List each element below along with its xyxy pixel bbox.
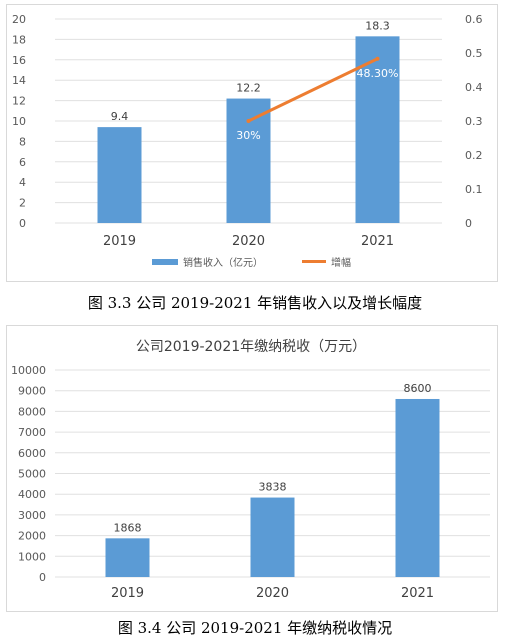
- legend-label-growth: 增幅: [331, 258, 351, 269]
- y-tick-label: 12: [12, 95, 26, 108]
- bar-data-label: 1868: [114, 521, 142, 534]
- y2-tick-label: 0: [465, 217, 472, 230]
- y-tick-label: 6: [19, 156, 26, 169]
- bar-data-label: 12.2: [236, 82, 261, 95]
- figure-3-3-caption: 图 3.3 公司 2019-2021 年销售收入以及增长幅度: [87, 294, 423, 312]
- bar-data-label: 9.4: [111, 110, 129, 123]
- y-tick-label: 10: [12, 115, 26, 128]
- y-tick-label: 0: [19, 217, 26, 230]
- x-tick-label: 2020: [256, 586, 289, 601]
- chart-1-sales-revenue: 0 2 4 6 8 10 12 14 16 18 20 0 0.1 0.2 0.3 0.4 0.5 0.6 9.4 1…: [12, 13, 483, 249]
- y-tick-label: 3000: [18, 509, 46, 522]
- y-tick-label: 5000: [18, 468, 46, 481]
- y-tick-label: 20: [12, 13, 26, 26]
- y2-tick-label: 0.5: [465, 47, 483, 60]
- chart-2-title: 公司2019-2021年缴纳税收（万元）: [135, 339, 367, 355]
- figure-3-4-caption: 图 3.4 公司 2019-2021 年缴纳税收情况: [117, 619, 393, 637]
- y-tick-label: 7000: [18, 426, 46, 439]
- legend-label-sales: 销售收入（亿元）: [183, 258, 263, 269]
- y-tick-label: 2000: [18, 530, 46, 543]
- x-tick-label: 2021: [361, 234, 394, 249]
- growth-line: [247, 57, 379, 123]
- bar: [250, 497, 295, 577]
- y-tick-label: 2: [19, 197, 26, 210]
- bar-data-label: 3838: [259, 481, 287, 494]
- chart-2-tax-payment: 0 1000 2000 3000 4000 5000 6000 7000 8000 9000 100…: [11, 364, 490, 601]
- y-tick-label: 1000: [18, 550, 46, 563]
- x-tick-label: 2019: [111, 586, 144, 601]
- y2-tick-label: 0.1: [465, 183, 483, 196]
- y-tick-label: 14: [12, 74, 26, 87]
- y2-tick-label: 0.2: [465, 149, 483, 162]
- bar-data-label: 18.3: [365, 19, 390, 32]
- y-tick-label: 6000: [18, 447, 46, 460]
- x-tick-label: 2021: [401, 586, 434, 601]
- bar: [97, 127, 142, 223]
- bar-data-label: 8600: [404, 382, 432, 395]
- legend-swatch-line: [302, 260, 326, 263]
- bar: [226, 98, 271, 223]
- bar: [355, 36, 400, 224]
- y-tick-label: 0: [39, 571, 46, 584]
- y2-tick-label: 0.6: [465, 13, 483, 26]
- legend-item-sales: 销售收入（亿元）: [152, 254, 263, 269]
- bar: [395, 398, 440, 577]
- legend-swatch-bar: [152, 258, 178, 265]
- growth-data-label: 30%: [236, 129, 260, 142]
- legend-item-growth: 增幅: [302, 254, 351, 269]
- y-tick-label: 16: [12, 54, 26, 67]
- y-tick-label: 18: [12, 33, 26, 46]
- y-tick-label: 8: [19, 135, 26, 148]
- growth-data-label: 48.30%: [357, 67, 399, 80]
- growth-point: [246, 119, 251, 123]
- bar: [105, 538, 150, 577]
- y-tick-label: 4000: [18, 488, 46, 501]
- y-tick-label: 8000: [18, 405, 46, 418]
- y-tick-label: 4: [19, 176, 26, 189]
- x-tick-label: 2019: [103, 234, 136, 249]
- y2-tick-label: 0.3: [465, 115, 483, 128]
- y-tick-label: 9000: [18, 385, 46, 398]
- x-tick-label: 2020: [232, 234, 265, 249]
- growth-point: [375, 56, 380, 61]
- y-tick-label: 10000: [11, 364, 46, 377]
- y2-tick-label: 0.4: [465, 81, 483, 94]
